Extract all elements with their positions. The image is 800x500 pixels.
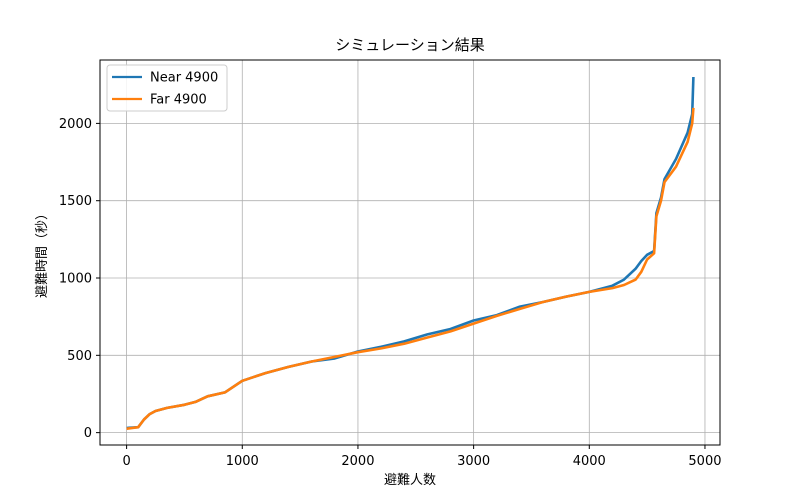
y-tick-label: 1500 xyxy=(59,194,92,209)
chart-title: シミュレーション結果 xyxy=(335,36,484,54)
y-tick-label: 2000 xyxy=(59,117,92,132)
y-tick-label: 500 xyxy=(67,349,92,364)
x-tick-label: 0 xyxy=(122,454,130,469)
x-axis-label: 避難人数 xyxy=(384,473,436,488)
x-tick-label: 3000 xyxy=(457,454,490,469)
legend: Near 4900 Far 4900 xyxy=(106,64,228,112)
y-tick-label: 1000 xyxy=(59,272,92,287)
legend-label-2: Far 4900 xyxy=(150,93,207,108)
series-line-1 xyxy=(126,76,695,430)
x-tick-label: 2000 xyxy=(341,454,374,469)
y-axis-label: 避難時間（秒） xyxy=(35,207,50,298)
x-tick-label: 4000 xyxy=(573,454,606,469)
plot-frame xyxy=(99,59,721,446)
ticks: 0 1000 2000 3000 4000 5000 0 500 1000 1500 2000 xyxy=(59,117,722,469)
series-layer xyxy=(126,76,695,431)
legend-label-1: Near 4900 xyxy=(150,71,218,86)
series-line-2 xyxy=(126,107,695,431)
x-tick-label: 5000 xyxy=(688,454,721,469)
grid xyxy=(100,60,720,445)
x-tick-label: 1000 xyxy=(226,454,259,469)
y-tick-label: 0 xyxy=(84,426,92,441)
